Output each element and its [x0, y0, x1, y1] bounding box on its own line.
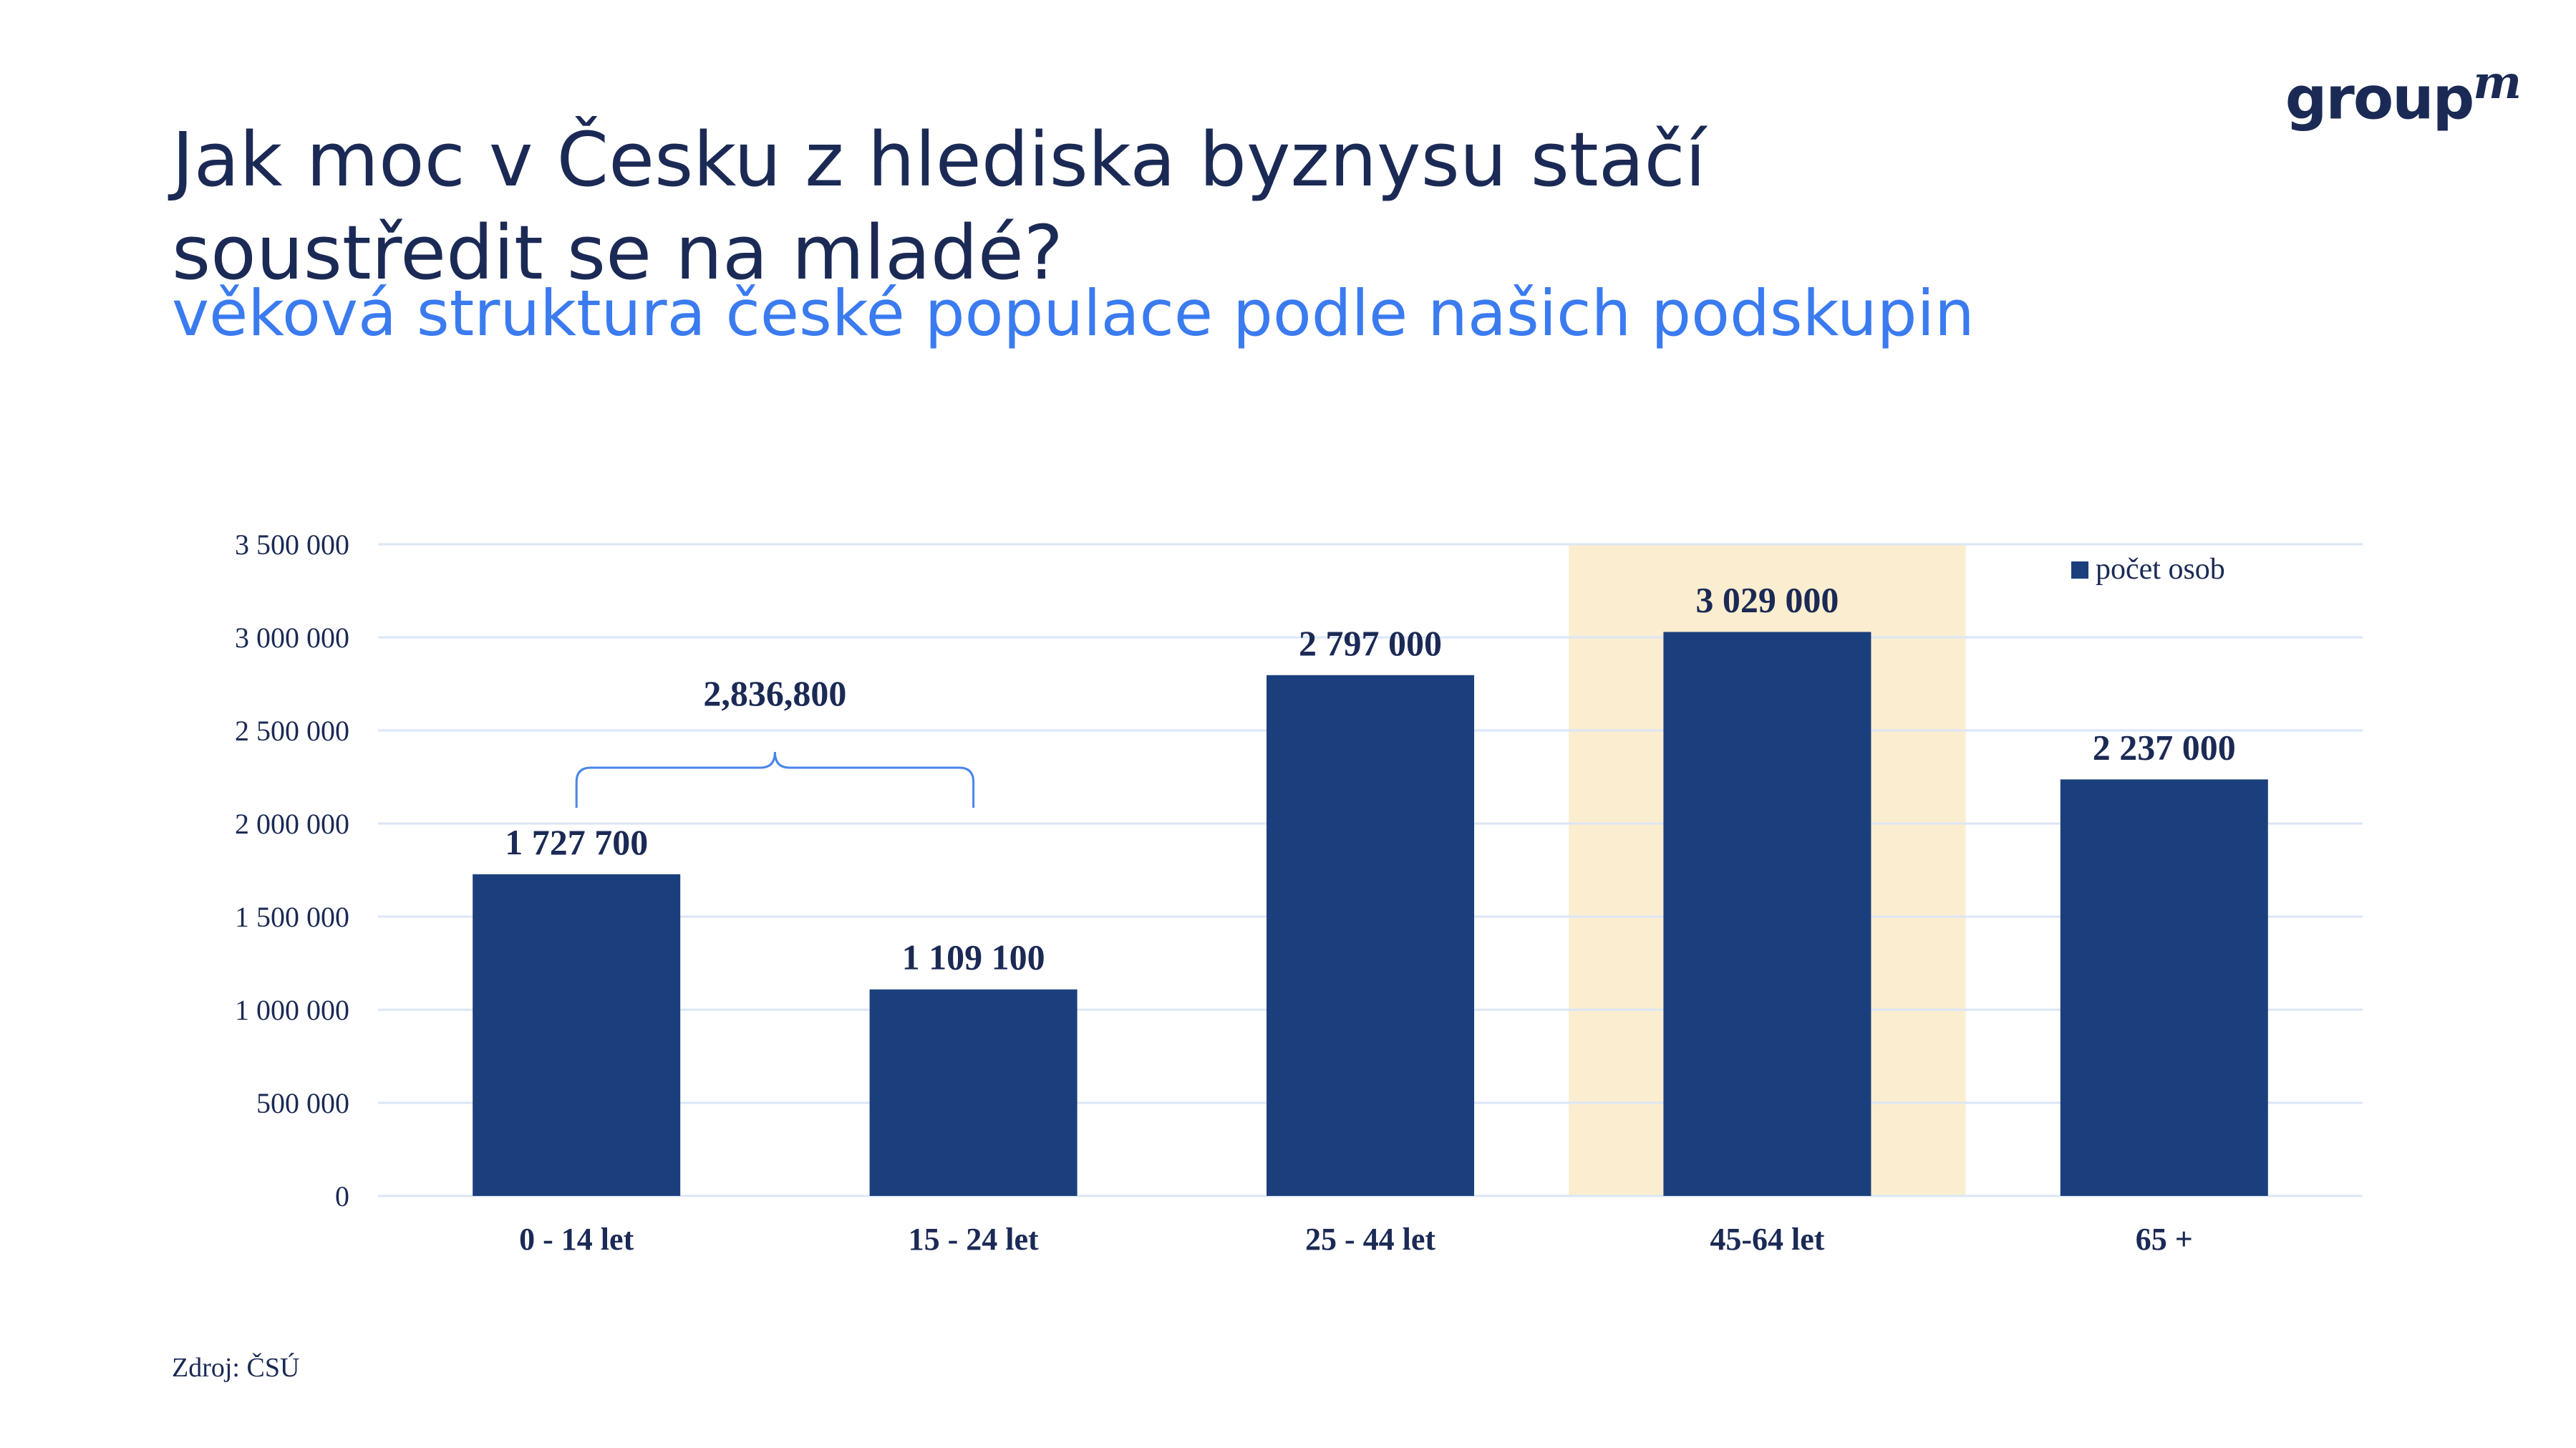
x-tick-label: 0 - 14 let [519, 1222, 634, 1257]
page-subtitle: věková struktura české populace podle na… [172, 276, 1975, 350]
x-tick-label: 15 - 24 let [909, 1222, 1039, 1257]
y-tick-label: 2 500 000 [235, 715, 349, 747]
data-label: 2 797 000 [1299, 623, 1442, 663]
data-label: 3 029 000 [1695, 579, 1839, 619]
y-tick-label: 3 000 000 [235, 622, 349, 654]
y-tick-label: 0 [335, 1180, 349, 1212]
logo-text: group [2285, 64, 2475, 133]
data-label: 1 727 700 [505, 822, 648, 862]
y-tick-label: 1 000 000 [235, 994, 349, 1026]
legend-swatch [2071, 561, 2088, 579]
bar [1663, 632, 1872, 1196]
x-tick-label: 25 - 44 let [1305, 1222, 1435, 1257]
data-label: 2 237 000 [2093, 727, 2236, 767]
data-label: 1 109 100 [902, 937, 1045, 978]
y-tick-label: 500 000 [256, 1087, 349, 1119]
annotation-bracket [575, 751, 975, 808]
bar [2060, 779, 2268, 1196]
y-tick-label: 2 000 000 [235, 808, 349, 840]
logo-sup: m [2473, 56, 2522, 110]
source-note: Zdroj: ČSÚ [172, 1353, 300, 1383]
bar [473, 874, 681, 1196]
x-tick-label: 45-64 let [1710, 1222, 1824, 1257]
bar [1267, 675, 1474, 1196]
title-line-1: Jak moc v Česku z hlediska byznysu stačí [172, 116, 1706, 203]
annotation-label: 2,836,800 [703, 673, 846, 713]
groupm-logo: groupm [2285, 56, 2522, 133]
bar [869, 989, 1078, 1196]
legend-label: počet osob [2096, 553, 2225, 586]
title-line-2: soustředit se na mladé? [172, 209, 1063, 296]
y-tick-label: 1 500 000 [235, 901, 349, 933]
page-title: Jak moc v Česku z hlediska byznysu stačí… [172, 113, 2176, 299]
x-tick-label: 65 + [2136, 1222, 2193, 1257]
y-tick-label: 3 500 000 [235, 528, 349, 561]
